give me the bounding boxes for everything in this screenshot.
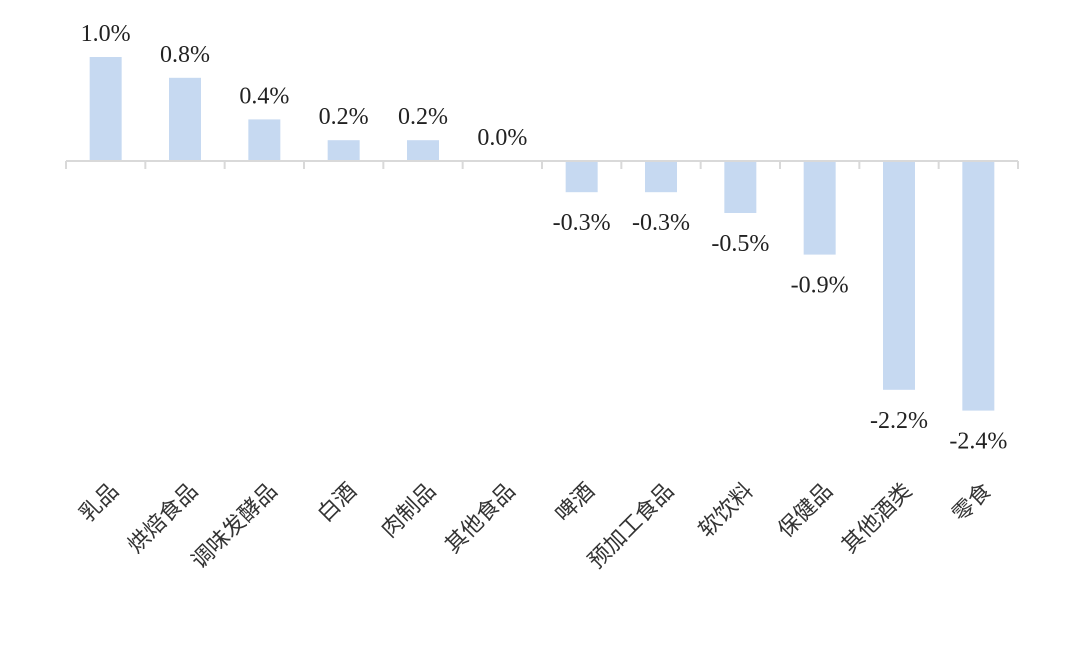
value-labels-group: 1.0%0.8%0.4%0.2% 0.2%0.0%-0.3% -0.3%-0.5%-… <box>81 21 1008 455</box>
bar-12 <box>962 161 994 411</box>
bar-8 <box>645 161 677 192</box>
data-label-6: 0.0% <box>477 125 527 151</box>
data-label-3: 0.4% <box>239 83 289 109</box>
category-label-5: 肉制品 <box>377 479 441 543</box>
bar-2 <box>169 78 201 161</box>
bar-3 <box>248 119 280 161</box>
category-label-6: 其他食品 <box>441 479 521 559</box>
bar-7 <box>566 161 598 192</box>
data-label-12: -2.4% <box>949 429 1007 455</box>
bars-group <box>90 57 995 411</box>
data-label-9: -0.5% <box>711 231 769 257</box>
chart-container: 1.0% 0.8% 0.4% 0.2% 0.2% 0.0% -0.3% -0.3% -0.5% -… <box>0 0 1080 665</box>
bar-9 <box>724 161 756 213</box>
data-label-4: 0.2% <box>319 104 369 130</box>
bar-1 <box>90 57 122 161</box>
category-label-9: 软饮料 <box>694 479 758 543</box>
category-label-8: 预加工食品 <box>584 479 679 574</box>
data-label-5: 0.2% <box>398 104 448 130</box>
category-label-10: 保健品 <box>774 479 838 543</box>
bar-4 <box>328 140 360 161</box>
data-label-2: 0.8% <box>160 42 210 68</box>
category-label-1: 乳品 <box>75 479 124 528</box>
category-label-3: 调味发酵品 <box>187 479 282 574</box>
data-label-8: -0.3% <box>632 210 690 236</box>
category-label-4: 白酒 <box>313 479 362 528</box>
data-label-11: -2.2% <box>870 408 928 434</box>
bar-11 <box>883 161 915 390</box>
bar-chart: 1.0%0.8%0.4%0.2% 0.2%0.0%-0.3% -0.3%-0.5%-… <box>0 0 1080 665</box>
category-label-11: 其他酒类 <box>837 479 917 559</box>
category-label-2: 烘焙食品 <box>123 479 203 559</box>
data-label-1: 1.0% <box>81 21 131 47</box>
data-label-10: -0.9% <box>791 273 849 299</box>
category-label-7: 啤酒 <box>551 479 600 528</box>
data-label-7: -0.3% <box>553 210 611 236</box>
bar-5 <box>407 140 439 161</box>
category-label-12: 零食 <box>948 479 997 528</box>
bar-10 <box>804 161 836 255</box>
x-axis <box>66 161 1018 169</box>
